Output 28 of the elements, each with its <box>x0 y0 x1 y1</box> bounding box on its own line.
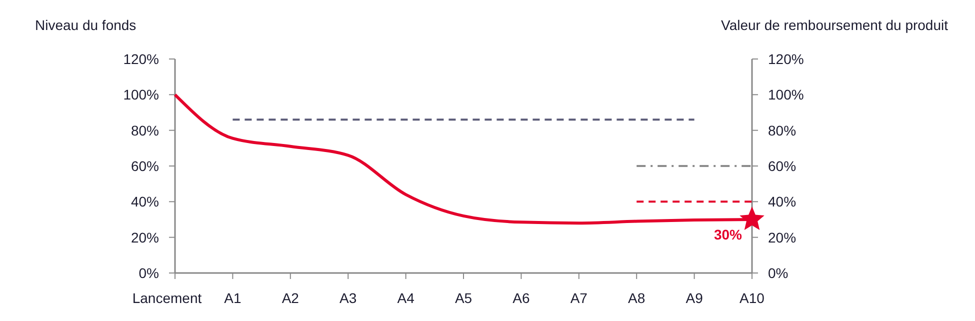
x-tick-label: A4 <box>397 290 415 306</box>
y-tick-label: 100% <box>123 86 159 103</box>
y-tick-label: 0% <box>138 265 159 281</box>
y-tick-label: 20% <box>130 229 159 246</box>
y2-tick-label: 40% <box>768 194 796 210</box>
x-tick-label: A2 <box>282 290 300 306</box>
x-tick-label: Lancement <box>132 290 202 306</box>
x-tick-label: A6 <box>512 290 530 306</box>
y2-tick-label: 120% <box>768 51 804 67</box>
x-tick-label: A10 <box>740 290 765 306</box>
x-tick-label: A9 <box>686 290 704 306</box>
y-tick-label: 60% <box>130 158 159 174</box>
x-tick-label: A1 <box>224 290 242 306</box>
y2-tick-label: 60% <box>768 158 796 174</box>
y2-tick-label: 0% <box>768 265 788 281</box>
y2-axis-title: Valeur de remboursement du produit <box>721 17 948 33</box>
x-tick-label: A3 <box>340 290 357 306</box>
y2-tick-label: 80% <box>768 122 796 138</box>
y-tick-label: 40% <box>130 194 159 210</box>
y-axis-title: Niveau du fonds <box>35 17 136 33</box>
y-tick-label: 120% <box>123 51 159 67</box>
x-tick-label: A7 <box>570 290 588 306</box>
data-label: 30% <box>714 226 743 242</box>
y2-tick-label: 20% <box>768 229 796 246</box>
x-tick-label: A8 <box>628 290 646 306</box>
x-tick-label: A5 <box>454 290 472 306</box>
y2-tick-label: 100% <box>768 86 804 103</box>
y-tick-label: 80% <box>130 122 159 138</box>
